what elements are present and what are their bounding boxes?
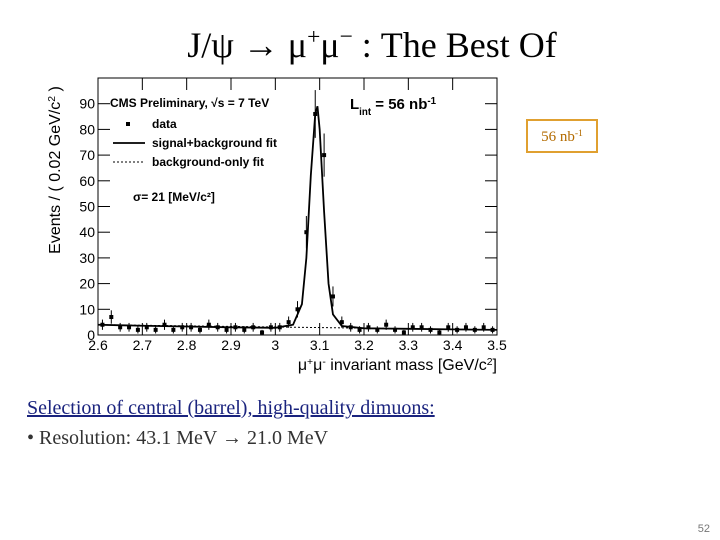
lumi-label: Lint = 56 nb-1 — [350, 96, 437, 118]
y-tick-label: 50 — [79, 199, 95, 215]
x-tick-label: 3 — [271, 337, 279, 353]
fit-line — [97, 324, 498, 331]
ylabel-part: Events / ( 0.02 GeV/c — [47, 102, 64, 254]
data-point — [401, 330, 406, 335]
y-tick-label: 30 — [79, 250, 95, 266]
slide-title: J/ψ → μ+μ− : The Best Of — [187, 24, 557, 65]
data-point — [197, 327, 202, 332]
legend-label: data — [152, 117, 177, 131]
xlabel-part: ] — [493, 357, 497, 374]
x-tick-label: 3.2 — [354, 337, 374, 353]
data-point — [135, 327, 140, 332]
data-point — [304, 230, 309, 235]
lumi-part: 56 nb — [541, 129, 575, 145]
legend-label: background-only fit — [152, 155, 264, 169]
data-point — [224, 327, 229, 332]
y-tick-label: 70 — [79, 147, 95, 163]
lumi-label-part: L — [350, 96, 359, 113]
xlabel-sup: + — [307, 357, 313, 368]
resolution-label: σ= 21 [MeV/c²] — [133, 190, 215, 204]
data-point — [118, 325, 123, 330]
xlabel-sup: 2 — [487, 357, 493, 368]
data-point — [153, 327, 158, 332]
x-tick-label: 3.1 — [310, 337, 330, 353]
x-tick-label: 3.4 — [443, 337, 463, 353]
y-tick-label: 40 — [79, 224, 95, 240]
data-point — [144, 325, 149, 330]
title-sup: − — [340, 24, 353, 50]
x-tick-label: 2.7 — [133, 337, 153, 353]
lumi-label-sub: int — [359, 107, 372, 118]
data-point — [322, 153, 327, 158]
lumi-box-text: 56 nb-1 — [541, 128, 583, 146]
data-point — [295, 307, 300, 312]
data-point — [437, 330, 442, 335]
data-point — [366, 325, 371, 330]
data-point — [446, 325, 451, 330]
x-tick-label: 2.9 — [221, 337, 241, 353]
y-tick-label: 20 — [79, 276, 95, 292]
xlabel-sup: - — [322, 357, 325, 368]
data-point — [260, 330, 265, 335]
y-tick-label: 0 — [87, 327, 95, 343]
y-tick-label: 90 — [79, 96, 95, 112]
title-part: : The Best Of — [353, 25, 557, 65]
data-point — [419, 325, 424, 330]
experiment-label: CMS Preliminary, √s = 7 TeV — [110, 96, 269, 110]
ylabel-sup: 2 — [47, 96, 58, 102]
xlabel-part: μ — [313, 357, 322, 374]
title-part: J/ψ → μ — [187, 25, 307, 65]
data-point — [481, 325, 486, 330]
heading: Selection of central (barrel), high-qual… — [27, 397, 435, 419]
x-tick-label: 2.8 — [177, 337, 197, 353]
page-number: 52 — [698, 523, 710, 535]
x-tick-label: 3.5 — [487, 337, 507, 353]
data-point — [384, 322, 389, 327]
data-point — [410, 325, 415, 330]
data-point — [339, 320, 344, 325]
lumi-label-sup: -1 — [427, 96, 436, 107]
lumi-box — [526, 119, 598, 153]
bullet: • Resolution: 43.1 MeV → 21.0 MeV — [27, 427, 329, 449]
y-axis-label: Events / ( 0.02 GeV/c2 ) — [47, 86, 65, 254]
ylabel-part: ) — [47, 86, 64, 96]
title-part: μ — [320, 25, 339, 65]
data-point — [393, 327, 398, 332]
data-point — [206, 322, 211, 327]
data-point — [357, 327, 362, 332]
title-sup: + — [307, 24, 320, 50]
data-point — [171, 327, 176, 332]
data-point — [463, 325, 468, 330]
data-point — [330, 294, 335, 299]
legend-label: signal+background fit — [152, 136, 277, 150]
x-tick-label: 2.6 — [88, 337, 108, 353]
xlabel-part: invariant mass [GeV/c — [326, 357, 487, 374]
legend-marker — [126, 122, 130, 126]
y-tick-label: 80 — [79, 121, 95, 137]
chart: Events / ( 0.02 GeV/c2 ) μ+μ- invariant … — [47, 77, 507, 375]
y-tick-label: 60 — [79, 173, 95, 189]
lumi-label-part: = 56 nb — [371, 96, 427, 113]
data-point — [127, 325, 132, 330]
fit-line — [97, 106, 498, 331]
data-point — [162, 322, 167, 327]
x-axis-label: μ+μ- invariant mass [GeV/c2] — [298, 357, 497, 375]
data-point — [109, 315, 114, 320]
data-point — [375, 327, 380, 332]
y-tick-label: 10 — [79, 301, 95, 317]
data-point — [286, 320, 291, 325]
xlabel-part: μ — [298, 357, 307, 374]
x-tick-label: 3.3 — [399, 337, 419, 353]
data-point — [242, 327, 247, 332]
lumi-sup: -1 — [575, 128, 583, 139]
